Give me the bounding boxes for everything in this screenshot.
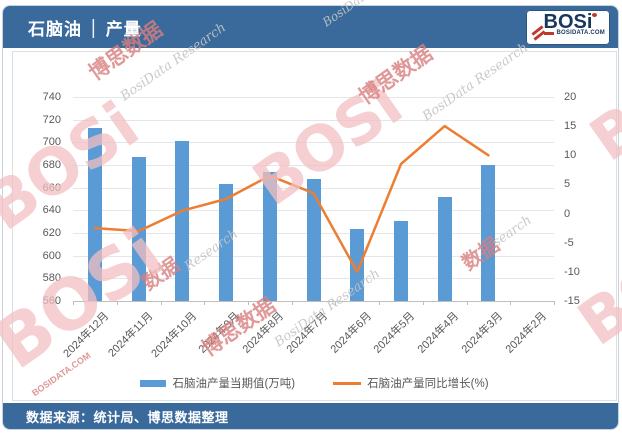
bar-2024年11月 bbox=[131, 157, 146, 301]
x-axis-tick bbox=[379, 301, 381, 305]
x-axis-tick bbox=[466, 301, 468, 305]
x-axis-label: 2024年11月 bbox=[105, 310, 156, 360]
logo-dash-icon bbox=[544, 31, 555, 35]
logo-wordmark: BOSi bbox=[543, 11, 593, 33]
x-axis-tick bbox=[160, 301, 162, 305]
growth-line-series bbox=[93, 124, 490, 274]
bar-2024年3月 bbox=[481, 165, 496, 301]
right-axis-tick-label: 10 bbox=[564, 149, 577, 162]
bar-2024年6月 bbox=[350, 228, 365, 301]
x-axis-label: 2024年2月 bbox=[503, 310, 549, 356]
bar-2024年4月 bbox=[437, 196, 452, 301]
title-commodity: 石脑油 bbox=[28, 19, 82, 39]
x-axis-line bbox=[73, 301, 554, 302]
x-axis-tick bbox=[422, 301, 424, 305]
gridline bbox=[73, 165, 554, 166]
x-axis-label: 2024年4月 bbox=[415, 310, 462, 356]
line-series-label: 石脑油产量同比增长(%) bbox=[367, 378, 489, 390]
left-axis-tick-label: 580 bbox=[42, 272, 61, 285]
x-axis-tick bbox=[73, 301, 74, 305]
x-axis-tick bbox=[247, 301, 249, 305]
bar-2024年9月 bbox=[219, 184, 233, 301]
chart-legend: 石脑油产量当期值(万吨) 石脑油产量同比增长(%) bbox=[13, 375, 616, 391]
title-metric: 产量 bbox=[105, 19, 142, 39]
right-axis-tick-label: 15 bbox=[564, 120, 577, 133]
bosi-logo: BOSi BOSIDATA.COM bbox=[526, 10, 610, 45]
line-series-swatch-icon bbox=[333, 381, 362, 385]
left-axis-tick-label: 660 bbox=[42, 181, 61, 194]
right-axis-tick-label: 5 bbox=[564, 178, 571, 191]
title-divider: | bbox=[91, 14, 97, 38]
x-axis-tick bbox=[116, 301, 118, 305]
logo-domain-row: BOSIDATA.COM bbox=[526, 30, 610, 36]
right-axis-tick-label: 0 bbox=[564, 207, 571, 220]
left-axis-tick-label: 560 bbox=[42, 295, 61, 307]
right-axis-tick-label: -15 bbox=[564, 295, 580, 307]
left-axis-tick-label: 680 bbox=[42, 159, 61, 171]
x-axis-label: 2024年12月 bbox=[61, 310, 112, 361]
page-title: 石脑油 | 产量 bbox=[28, 6, 142, 48]
bar-series-swatch-icon bbox=[140, 379, 167, 387]
right-axis-tick-label: -10 bbox=[564, 265, 580, 278]
x-axis-label: 2024年7月 bbox=[284, 310, 331, 356]
report-card: 石脑油 | 产量 BOSi BOSIDATA.COM 石脑油产量当期值(万吨) bbox=[2, 5, 619, 430]
gridline bbox=[73, 142, 554, 144]
bar-2024年7月 bbox=[306, 178, 321, 301]
left-axis-tick-label: 720 bbox=[42, 113, 61, 126]
x-axis-tick bbox=[291, 301, 293, 305]
bar-2024年8月 bbox=[262, 171, 277, 301]
x-axis-tick bbox=[204, 301, 206, 305]
right-axis-tick-label: 20 bbox=[564, 91, 577, 103]
left-axis-tick-label: 620 bbox=[42, 227, 61, 239]
footer-band: 数据来源：统计局、博思数据整理 bbox=[3, 403, 618, 429]
x-axis-tick bbox=[510, 301, 512, 305]
x-axis-label: 2024年8月 bbox=[240, 310, 287, 356]
legend-item-bar-series: 石脑油产量当期值(万吨) bbox=[140, 375, 295, 391]
gridline bbox=[73, 97, 554, 98]
bar-2024年12月 bbox=[87, 127, 102, 301]
data-source-text: 数据来源：统计局、博思数据整理 bbox=[26, 409, 229, 425]
left-axis-tick-label: 700 bbox=[42, 136, 61, 149]
logo-domain: BOSIDATA.COM bbox=[556, 30, 605, 36]
bar-series-label: 石脑油产量当期值(万吨) bbox=[172, 378, 296, 390]
x-axis-label: 2024年10月 bbox=[148, 310, 199, 361]
gridline bbox=[73, 119, 554, 121]
x-axis-label: 2024年5月 bbox=[371, 310, 418, 356]
left-axis-tick-label: 640 bbox=[42, 204, 61, 217]
logo-dot-icon bbox=[592, 13, 597, 17]
legend-item-line-series: 石脑油产量同比增长(%) bbox=[333, 375, 489, 391]
x-axis-label: 2024年6月 bbox=[328, 310, 374, 356]
header-band: 石脑油 | 产量 BOSi BOSIDATA.COM bbox=[3, 6, 618, 48]
x-axis-tick bbox=[335, 301, 337, 305]
left-axis-tick-label: 600 bbox=[42, 249, 61, 262]
x-axis-tick bbox=[554, 301, 555, 305]
chart-frame: 石脑油产量当期值(万吨) 石脑油产量同比增长(%) 740 720 700 680 66… bbox=[12, 51, 617, 401]
left-axis-tick-label: 740 bbox=[42, 91, 61, 103]
x-axis-label: 2024年9月 bbox=[196, 310, 243, 356]
right-axis-tick-label: -5 bbox=[564, 236, 574, 249]
bar-2024年5月 bbox=[394, 220, 408, 301]
x-axis-label: 2024年3月 bbox=[459, 310, 506, 356]
bar-2024年10月 bbox=[175, 141, 190, 301]
